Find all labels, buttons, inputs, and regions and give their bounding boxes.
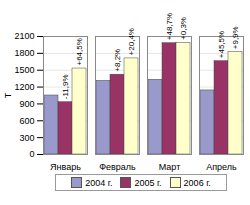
svg-text:2100: 2100 bbox=[14, 31, 34, 41]
svg-text:600: 600 bbox=[19, 116, 34, 126]
svg-text:+48,7%: +48,7% bbox=[165, 13, 174, 40]
svg-text:+9,9%: +9,9% bbox=[231, 26, 240, 49]
svg-text:1200: 1200 bbox=[14, 82, 34, 92]
html-text:2004 г.: 2004 г. bbox=[85, 177, 113, 188]
svg-text:1800: 1800 bbox=[14, 48, 34, 58]
svg-text:1500: 1500 bbox=[14, 65, 34, 75]
svg-text:+8,2%: +8,2% bbox=[113, 49, 122, 72]
svg-text:+45,5%: +45,5% bbox=[217, 31, 226, 58]
svg-text:300: 300 bbox=[19, 133, 34, 143]
svg-text:-11,9%: -11,9% bbox=[61, 74, 70, 99]
svg-text:+64,5%: +64,5% bbox=[75, 38, 84, 65]
svg-text:Март: Март bbox=[159, 162, 181, 172]
html-text:2005 г.: 2005 г. bbox=[134, 177, 162, 188]
svg-text:Апрель: Апрель bbox=[206, 162, 237, 172]
svg-text:Февраль: Февраль bbox=[99, 162, 136, 172]
svg-text:+0,3%: +0,3% bbox=[179, 17, 188, 40]
svg-text:0: 0 bbox=[29, 149, 34, 159]
svg-text:Январь: Январь bbox=[50, 162, 81, 172]
html-text:2006 г.: 2006 г. bbox=[183, 177, 211, 188]
svg-text:Т: Т bbox=[3, 92, 13, 98]
svg-text:900: 900 bbox=[19, 99, 34, 109]
svg-text:+20,4%: +20,4% bbox=[127, 28, 136, 55]
